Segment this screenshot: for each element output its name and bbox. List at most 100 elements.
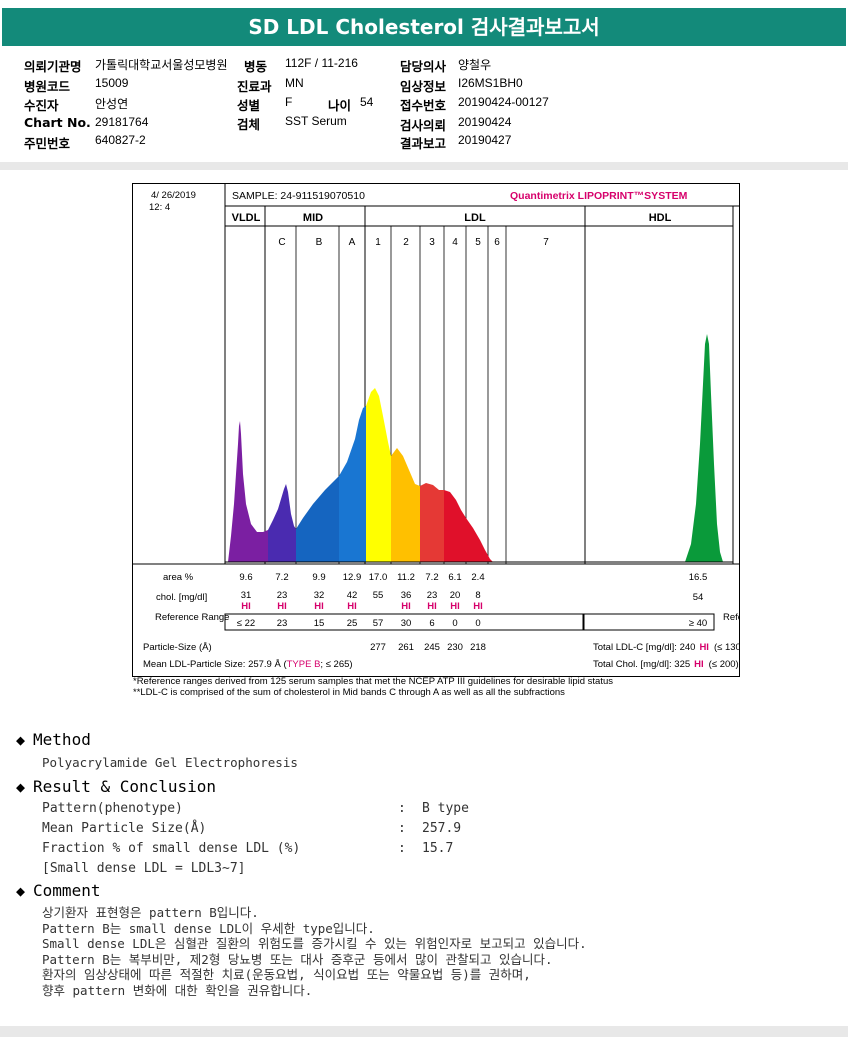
patient-label: 수진자: [24, 98, 59, 113]
method-section: ◆ Method: [16, 730, 91, 749]
footnote-2: **LDL-C is comprised of the sum of chole…: [133, 687, 565, 698]
department-value: MN: [285, 76, 304, 90]
department-label: 진료과: [237, 79, 272, 94]
band-mid: MID: [303, 212, 323, 224]
patient-info-header: 의뢰기관명 가톨릭대학교서울성모병원 병동 112F / 11-216 담당의사…: [0, 52, 848, 162]
result-label-1: Pattern(phenotype): [42, 801, 183, 816]
ldl5-peak: [466, 518, 493, 562]
result-value-3: 15.7: [422, 841, 454, 856]
result-label-3: Fraction % of small dense LDL (%): [42, 841, 301, 856]
result-sep-3: :: [398, 841, 406, 856]
sub-band-1: 1: [375, 237, 381, 248]
sample-id: SAMPLE: 24-911519070510: [232, 190, 365, 202]
accession-label: 접수번호: [400, 98, 447, 113]
band-hdl: HDL: [649, 212, 672, 224]
lipoprint-report: 4/ 26/2019 12: 4 SAMPLE: 24-911519070510…: [132, 183, 797, 677]
result-heading: Result & Conclusion: [33, 777, 217, 796]
comment-line-4: Pattern B는 복부비만, 제2형 당뇨병 또는 대사 증후군 등에서 많…: [42, 951, 553, 967]
reference-value: 15: [314, 618, 325, 629]
chol-value: 31: [241, 590, 252, 601]
footnotes: *Reference ranges derived from 125 serum…: [133, 676, 753, 698]
ward-label: 병동: [244, 59, 268, 74]
age-label: 나이: [328, 98, 352, 113]
report-title: SD LDL Cholesterol 검사결과보고서: [2, 8, 846, 46]
chol-value: 20: [450, 590, 461, 601]
band-ldl: LDL: [464, 212, 486, 224]
diamond-bullet-icon: ◆: [16, 731, 26, 749]
specimen-label: 검체: [237, 117, 261, 132]
specimen-value: SST Serum: [285, 114, 347, 128]
area-value: 7.2: [425, 572, 438, 583]
clinical-info-label: 임상정보: [400, 79, 447, 94]
electrophoresis-graph: 4/ 26/2019 12: 4 SAMPLE: 24-911519070510…: [133, 184, 797, 670]
result-sep-1: :: [398, 801, 406, 816]
reference-value: 23: [277, 618, 288, 629]
sub-band-4: 4: [452, 237, 458, 248]
hi-flag: HI: [473, 601, 483, 612]
physician-value: 양철우: [458, 58, 492, 72]
area-value: 2.4: [471, 572, 484, 583]
hi-flag: HI: [347, 601, 357, 612]
chol-value: 36: [401, 590, 412, 601]
chol-row-label: chol. [mg/dl]: [156, 592, 207, 603]
sub-band-2: 2: [403, 237, 409, 248]
reference-value: 57: [373, 618, 384, 629]
vldl-peak: [228, 421, 268, 562]
area-value: 7.2: [275, 572, 288, 583]
hi-flag: HI: [450, 601, 460, 612]
reference-value: 6: [429, 618, 434, 629]
reference-values: ≤ 22 23 15 25 57 30 6 0 0: [237, 618, 481, 629]
total-chol: Total Chol. [mg/dl]: 325 HI (≤ 200): [593, 659, 739, 670]
age-value: 54: [360, 95, 374, 109]
hi-flag: HI: [241, 601, 251, 612]
mid-c-peak: [268, 484, 296, 562]
request-date-label: 검사의뢰: [400, 118, 447, 133]
hospital-code-value: 15009: [95, 76, 129, 90]
particle-size-value: 218: [470, 642, 486, 653]
reference-value: 0: [452, 618, 457, 629]
result-label-2: Mean Particle Size(Å): [42, 821, 207, 836]
accession-value: 20190424-00127: [458, 95, 549, 109]
ldl2-peak: [391, 448, 420, 562]
diamond-bullet-icon: ◆: [16, 882, 26, 900]
sex-value: F: [285, 95, 293, 109]
chol-value: 23: [277, 590, 288, 601]
particle-size-values: 277 261 245 230 218: [370, 642, 486, 653]
patient-value: 안성연: [95, 97, 129, 111]
hospital-label: 의뢰기관명: [24, 59, 82, 74]
reference-value: 25: [347, 618, 358, 629]
reference-range-right: Reference Range: [723, 612, 739, 623]
comment-text: 상기환자 표현형은 pattern B입니다. Pattern B는 small…: [42, 905, 587, 998]
sub-band-7: 7: [543, 237, 549, 248]
area-value: 11.2: [397, 572, 415, 583]
hi-flag: HI: [277, 601, 287, 612]
sub-band-6: 6: [494, 237, 500, 248]
hi-flag: HI: [401, 601, 411, 612]
result-sep-2: :: [398, 821, 406, 836]
physician-label: 담당의사: [400, 59, 447, 74]
result-value-2: 257.9: [422, 821, 462, 836]
comment-line-3: Small dense LDL은 심혈관 질환의 위험도를 증가시킬 수 있는 …: [42, 936, 587, 951]
hdl-reference: ≥ 40: [689, 618, 707, 629]
area-value: 12.9: [343, 572, 362, 583]
chol-value: 32: [314, 590, 325, 601]
report-date-label: 결과보고: [400, 136, 447, 151]
diamond-bullet-icon: ◆: [16, 778, 26, 796]
ldl3-peak: [420, 483, 444, 562]
comment-line-1: 상기환자 표현형은 pattern B입니다.: [42, 905, 259, 920]
hdl-chol: 54: [693, 592, 704, 603]
particle-size-value: 230: [447, 642, 463, 653]
comment-heading: Comment: [33, 881, 101, 900]
hdl-area: 16.5: [689, 572, 708, 583]
result-value-1: B type: [422, 801, 469, 816]
chol-value: 8: [475, 590, 480, 601]
hdl-peak: [685, 334, 723, 562]
sub-band-a: A: [349, 237, 356, 248]
particle-size-value: 261: [398, 642, 414, 653]
particle-size-value: 277: [370, 642, 386, 653]
mean-size-label: Mean LDL-Particle Size: 257.9 Å (TYPE B;…: [143, 659, 353, 670]
area-value: 17.0: [369, 572, 388, 583]
method-heading: Method: [33, 730, 91, 749]
area-value: 6.1: [448, 572, 461, 583]
